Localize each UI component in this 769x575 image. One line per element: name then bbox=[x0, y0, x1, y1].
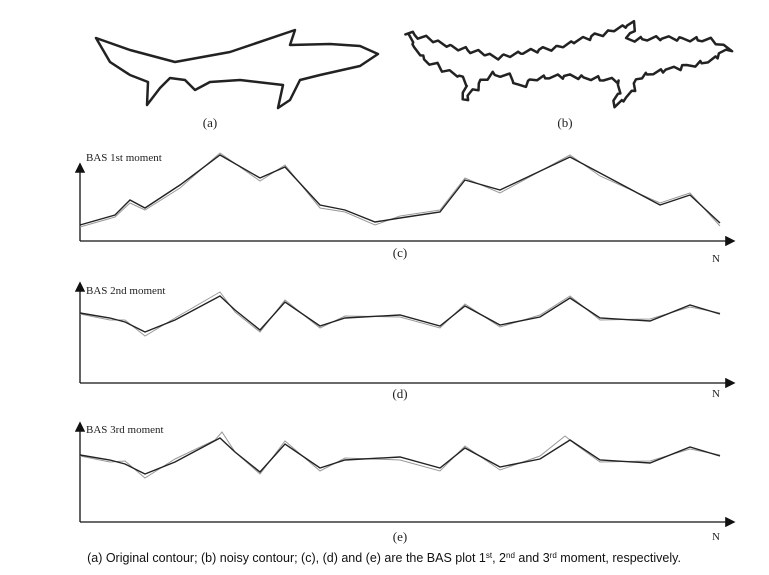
x-label: N bbox=[712, 531, 720, 543]
plot: BAS 1st moment (c) N bbox=[74, 152, 736, 265]
panel-label: (b) bbox=[557, 115, 572, 130]
caption-superscript: rd bbox=[550, 551, 557, 560]
noisy-contour bbox=[404, 19, 734, 109]
caption-text: and 3 bbox=[515, 551, 550, 565]
caption-text: (a) Original contour; (b) noisy contour;… bbox=[87, 551, 486, 565]
noisy-curve bbox=[79, 152, 721, 228]
caption-text: moment, respectively. bbox=[557, 551, 681, 565]
x-label: N bbox=[712, 253, 720, 265]
plot-label: (d) bbox=[392, 386, 407, 401]
caption-text: , 2 bbox=[492, 551, 506, 565]
y-label: BAS 3rd moment bbox=[86, 424, 164, 436]
panel-label: (a) bbox=[203, 115, 217, 130]
plot-label: (c) bbox=[393, 245, 407, 260]
y-label: BAS 1st moment bbox=[86, 152, 162, 164]
plot-label: (e) bbox=[393, 529, 407, 544]
original-curve bbox=[79, 154, 721, 226]
caption: (a) Original contour; (b) noisy contour;… bbox=[87, 551, 681, 566]
caption-superscript: nd bbox=[506, 551, 515, 560]
y-label: BAS 2nd moment bbox=[86, 285, 165, 297]
original-curve bbox=[79, 437, 721, 475]
noisy-curve bbox=[79, 431, 721, 479]
plot: BAS 2nd moment (d) N bbox=[74, 281, 736, 401]
original-contour bbox=[94, 28, 380, 110]
noisy-curve bbox=[79, 291, 721, 337]
x-label: N bbox=[712, 388, 720, 400]
original-curve bbox=[79, 295, 721, 333]
plot: BAS 3rd moment (e) N bbox=[74, 421, 736, 544]
caption-superscript: st bbox=[486, 551, 493, 560]
